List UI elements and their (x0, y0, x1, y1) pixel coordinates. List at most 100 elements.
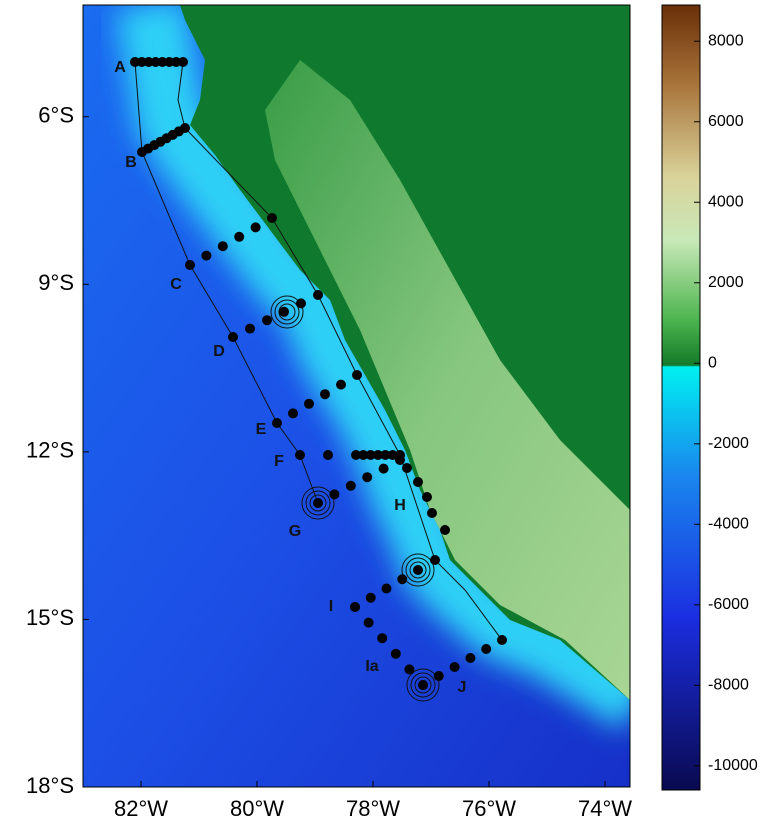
process-ring (270, 295, 304, 329)
colorbar-tick-label: -6000 (708, 596, 749, 613)
station (217, 241, 228, 252)
transect-label: H (394, 497, 406, 514)
station (378, 463, 389, 474)
colorbar-tick-label: -10000 (708, 757, 758, 774)
process-ring (301, 486, 335, 520)
station (422, 492, 432, 502)
station (320, 389, 330, 400)
process-ring (278, 303, 296, 321)
colorbar-tick-label: 2000 (708, 274, 744, 291)
station (143, 57, 154, 67)
colorbar-tick-label: -2000 (708, 435, 749, 452)
station (288, 408, 298, 419)
stations (130, 57, 507, 702)
transect-label: A (114, 59, 126, 76)
station (365, 450, 376, 460)
transect-label: B (125, 154, 137, 171)
process-ring (406, 668, 440, 702)
colorbar-tick-label: 8000 (708, 32, 744, 49)
process-ring (305, 490, 331, 516)
station (323, 450, 333, 460)
transect-label: I (329, 598, 333, 615)
station (150, 57, 161, 67)
station (201, 250, 212, 261)
x-tick-label: 82°W (114, 796, 168, 821)
y-tick-label: 6°S (38, 103, 74, 128)
station (381, 583, 392, 594)
colorbar-tick-label: 4000 (708, 193, 744, 210)
station (178, 57, 188, 67)
shelf (115, 5, 630, 730)
station (402, 463, 412, 473)
transect-label: Ia (365, 658, 378, 675)
station (250, 222, 261, 233)
station (313, 290, 323, 300)
x-tick-label: 78°W (346, 796, 400, 821)
station (171, 57, 182, 67)
station (430, 555, 440, 565)
station (433, 671, 444, 681)
station (397, 574, 408, 585)
x-tick-label: 80°W (230, 796, 284, 821)
process-ring (409, 561, 427, 579)
station (413, 477, 423, 487)
map-frame (82, 4, 631, 788)
colorbar-tick-label: 0 (708, 355, 717, 372)
station (352, 370, 362, 380)
station (245, 323, 255, 334)
station (380, 450, 391, 460)
station (304, 398, 314, 409)
y-tick-label: 9°S (38, 270, 74, 295)
station (387, 450, 398, 460)
station (373, 450, 383, 460)
station (390, 648, 401, 659)
station (267, 213, 277, 223)
process-ring (405, 557, 431, 583)
colorbar-tick-label: 6000 (708, 113, 744, 130)
process-ring (410, 672, 436, 698)
transect-label: E (256, 421, 267, 438)
station (350, 602, 360, 612)
x-tick-label: 74°W (578, 796, 632, 821)
y-tick-label: 18°S (26, 773, 74, 798)
station (164, 57, 175, 67)
process-ring (309, 494, 327, 512)
station (234, 231, 245, 242)
station (185, 260, 195, 270)
station (295, 450, 305, 460)
station (262, 315, 272, 326)
station (345, 480, 356, 491)
station (465, 653, 476, 663)
process-ring (414, 676, 432, 694)
station (365, 592, 376, 603)
station (377, 633, 388, 644)
andes (265, 60, 630, 700)
station (427, 508, 437, 518)
transect-label: C (170, 276, 182, 293)
station (395, 455, 405, 465)
y-tick-label: 15°S (26, 605, 74, 630)
map-area (83, 5, 630, 787)
station (228, 332, 238, 342)
y-tick-label: 12°S (26, 438, 74, 463)
colorbar (661, 4, 701, 791)
station (449, 662, 460, 672)
transect-label: F (274, 453, 284, 470)
station (336, 379, 346, 390)
station (180, 123, 190, 133)
station (358, 450, 369, 460)
station (481, 644, 492, 654)
station (413, 565, 423, 575)
x-tick-label: 76°W (462, 796, 516, 821)
station (157, 57, 168, 67)
station (279, 306, 289, 317)
process-ring (401, 553, 435, 587)
station (313, 498, 323, 508)
colorbar-tick-label: -4000 (708, 516, 749, 533)
station (440, 525, 450, 535)
station (363, 617, 374, 628)
transect-label: D (213, 343, 225, 360)
station (136, 57, 147, 67)
station (329, 489, 340, 500)
station (351, 450, 361, 460)
